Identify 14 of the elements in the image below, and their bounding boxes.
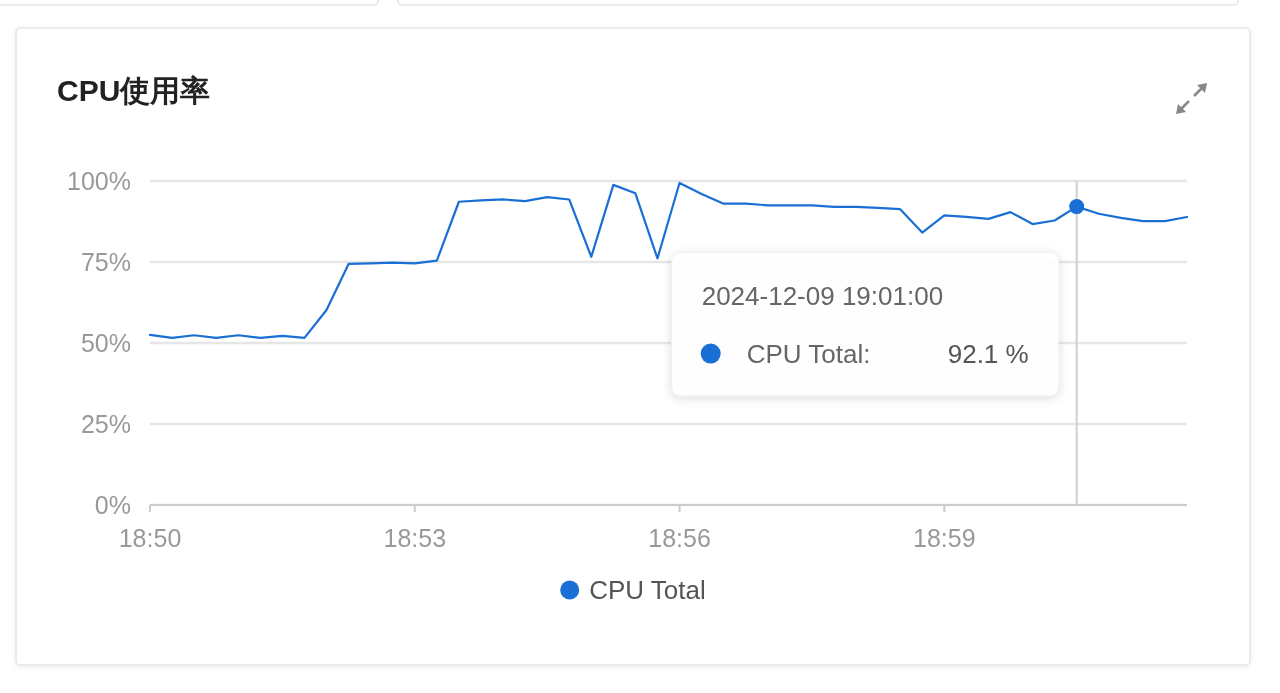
- tooltip-title: 2024-12-09 19:01:00: [701, 280, 944, 311]
- title: CPU使用率: [57, 73, 211, 107]
- x-tick-label: 18:56: [648, 524, 711, 552]
- y-tick-label: 50%: [80, 329, 131, 357]
- tooltip-label: CPU Total:: [746, 338, 871, 369]
- y-tick-label: 100%: [67, 167, 131, 195]
- legend-label: CPU Total: [589, 575, 706, 605]
- tooltip-value: 92.1 %: [947, 338, 1029, 369]
- y-tick-label: 25%: [80, 410, 131, 438]
- x-tick-label: 18:59: [913, 524, 976, 552]
- y-tick-label: 0%: [94, 491, 131, 519]
- y-tick-label: 75%: [80, 248, 131, 276]
- x-tick-label: 18:50: [118, 524, 182, 552]
- x-tick-label: 18:53: [383, 524, 447, 552]
